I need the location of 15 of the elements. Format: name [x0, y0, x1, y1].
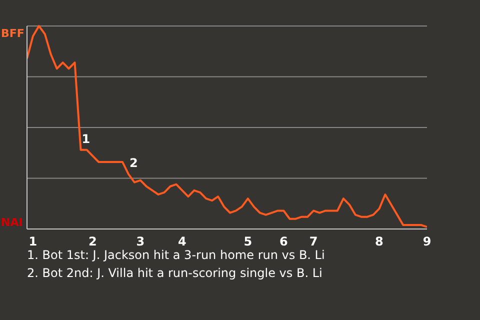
annotation: 1 — [82, 132, 90, 146]
x-tick-label: 5 — [244, 234, 252, 249]
x-tick-label: 7 — [309, 234, 318, 249]
annotation: 2 — [129, 156, 138, 170]
x-tick-label: 4 — [178, 234, 186, 249]
text: NAI — [1, 216, 23, 229]
x-tick-label: 1 — [28, 234, 38, 249]
x-tick-label: 6 — [280, 234, 288, 249]
x-tick-label: 3 — [136, 234, 145, 249]
text: 1. Bot 1st: J. Jackson hit a 3-run home run vs B. Li — [27, 247, 325, 264]
x-tick-label: 8 — [375, 234, 384, 249]
text: 2. Bot 2nd: J. Villa hit a run-scoring single vs B. Li — [27, 265, 324, 282]
x-tick-label: 9 — [422, 234, 432, 249]
text: BFF — [1, 27, 24, 40]
x-tick-label: 2 — [88, 234, 97, 249]
